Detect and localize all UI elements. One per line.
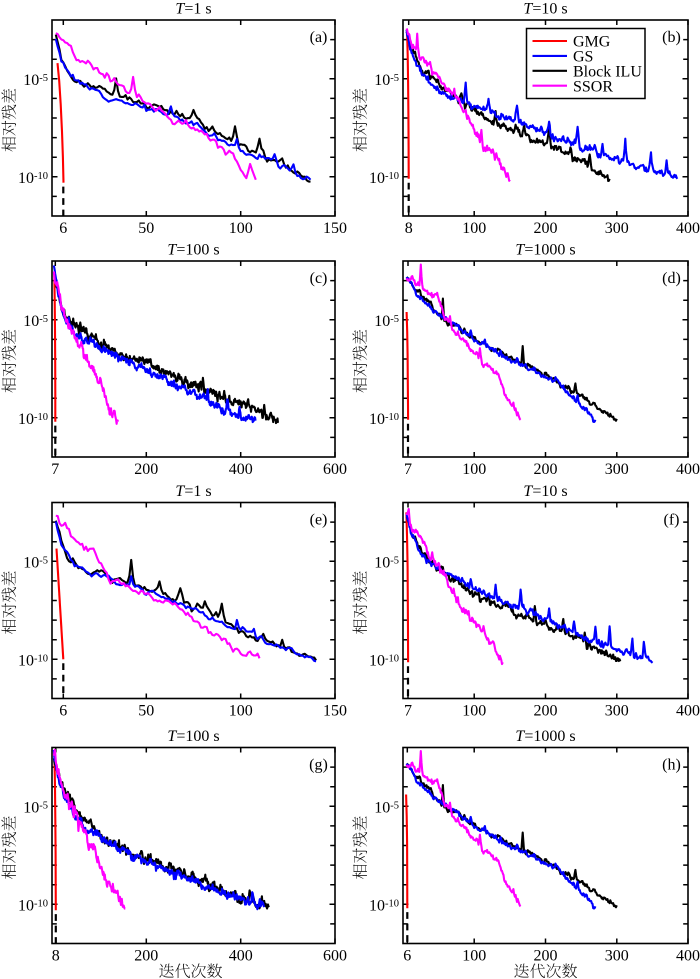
svg-text:(g): (g) (309, 757, 328, 774)
svg-text:(f): (f) (664, 512, 680, 529)
svg-text:SSOR: SSOR (573, 78, 613, 95)
svg-text:200: 200 (534, 947, 558, 964)
svg-text:GMG: GMG (573, 34, 611, 51)
svg-text:200: 200 (134, 947, 158, 964)
svg-text:T=1000 s: T=1000 s (515, 242, 575, 259)
svg-text:50: 50 (138, 702, 154, 719)
svg-text:(c): (c) (310, 270, 328, 287)
svg-text:T=100 s: T=100 s (167, 242, 219, 259)
svg-text:6: 6 (403, 947, 411, 964)
svg-text:400: 400 (676, 702, 700, 719)
svg-text:50: 50 (138, 220, 154, 237)
svg-text:(h): (h) (662, 757, 681, 774)
svg-text:100: 100 (462, 702, 486, 719)
svg-text:200: 200 (534, 220, 558, 237)
svg-text:100: 100 (462, 220, 486, 237)
svg-text:300: 300 (605, 702, 629, 719)
svg-text:600: 600 (323, 947, 347, 964)
svg-text:100: 100 (462, 461, 486, 478)
svg-text:T=100 s: T=100 s (167, 728, 219, 745)
svg-text:100: 100 (229, 702, 253, 719)
svg-text:T=10 s: T=10 s (523, 483, 567, 500)
svg-text:400: 400 (229, 461, 253, 478)
svg-text:400: 400 (676, 461, 700, 478)
svg-text:100: 100 (462, 947, 486, 964)
svg-text:200: 200 (534, 702, 558, 719)
svg-text:7: 7 (404, 461, 412, 478)
svg-text:150: 150 (323, 702, 347, 719)
svg-text:6: 6 (59, 702, 67, 719)
svg-text:300: 300 (605, 220, 629, 237)
svg-text:T=1 s: T=1 s (175, 1, 211, 18)
svg-text:400: 400 (676, 220, 700, 237)
svg-text:(a): (a) (310, 29, 328, 46)
svg-text:(e): (e) (310, 512, 328, 529)
svg-text:6: 6 (59, 220, 67, 237)
svg-text:300: 300 (605, 947, 629, 964)
svg-text:600: 600 (323, 461, 347, 478)
svg-text:7: 7 (404, 702, 412, 719)
svg-text:150: 150 (323, 220, 347, 237)
svg-text:400: 400 (229, 947, 253, 964)
svg-text:Block ILU: Block ILU (573, 63, 642, 80)
svg-text:400: 400 (676, 947, 700, 964)
svg-text:(d): (d) (662, 270, 681, 287)
svg-text:100: 100 (229, 220, 253, 237)
svg-text:200: 200 (534, 461, 558, 478)
svg-text:T=10 s: T=10 s (523, 1, 567, 18)
svg-text:8: 8 (52, 947, 60, 964)
svg-text:7: 7 (51, 461, 59, 478)
svg-text:T=1000 s: T=1000 s (515, 728, 575, 745)
svg-text:200: 200 (134, 461, 158, 478)
svg-text:GS: GS (573, 49, 593, 66)
svg-text:(b): (b) (662, 29, 681, 46)
svg-text:300: 300 (605, 461, 629, 478)
svg-text:T=1 s: T=1 s (175, 483, 211, 500)
svg-text:8: 8 (405, 220, 413, 237)
